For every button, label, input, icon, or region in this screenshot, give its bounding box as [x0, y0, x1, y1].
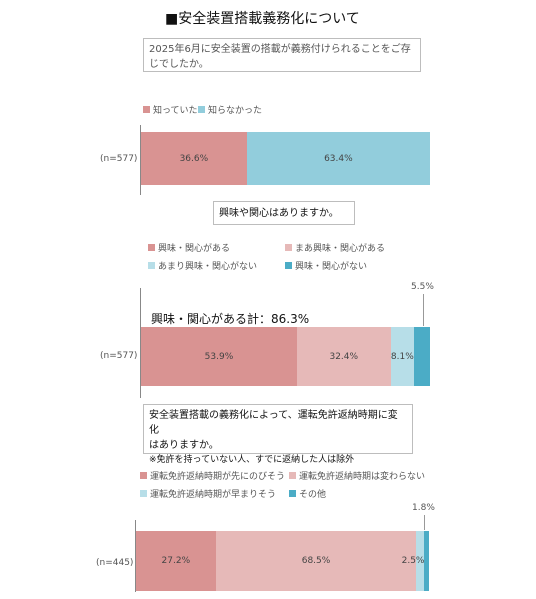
question-text-3-line2: はありますか。 [149, 440, 219, 451]
summary-label-c2: 興味・関心がある計：86.3% [151, 312, 310, 326]
bar-segment-c3-2: 2.5% [402, 531, 424, 591]
stacked-bar-1: 36.6% 63.4% [141, 132, 430, 185]
question-box-3: 安全装置搭載の義務化によって、運転免許返納時期に変化 はありますか。 ※免許を持… [143, 404, 413, 465]
outside-data-label-c3: 1.8% [412, 503, 435, 513]
legend-label: 運転免許返納時期は変わらない [299, 472, 426, 482]
legend-swatch [289, 472, 296, 479]
leader-line-c3 [424, 515, 425, 530]
page-title: ■安全装置搭載義務化について [165, 11, 360, 27]
bar-segment-c1-0: 36.6% [141, 132, 247, 185]
bar-segment-c2-3 [414, 327, 430, 386]
bar-segment-c3-3 [423, 531, 429, 591]
axis-line-1 [140, 125, 141, 195]
bar-segment-c3-1: 68.5% [215, 531, 417, 591]
axis-line-2 [140, 288, 141, 398]
legend-item-c3-2: 運転免許返納時期が早まりそう [140, 487, 276, 500]
legend-swatch [148, 262, 155, 269]
legend-item-c2-1: まあ興味・関心がある [285, 241, 385, 254]
question-text-1: 2025年6月に安全装置の搭載が義務付けられることをご存じでしたか。 [149, 44, 411, 70]
question-text-2: 興味や関心はありますか。 [219, 208, 339, 219]
legend-label: 興味・関心がない [295, 262, 368, 272]
data-label-c3-1: 68.5% [301, 556, 331, 566]
legend-item-c3-1: 運転免許返納時期は変わらない [289, 469, 425, 482]
data-label-c1-1: 63.4% [324, 153, 353, 164]
legend-item-c3-0: 運転免許返納時期が先にのびそう [140, 469, 285, 482]
bar-segment-c3-0: 27.2% [136, 531, 216, 591]
legend-swatch [289, 490, 296, 497]
stacked-bar-2: 53.9% 32.4% 8.1% [141, 327, 430, 386]
question-box-2: 興味や関心はありますか。 [213, 201, 355, 225]
outside-data-label-c2: 5.5% [411, 282, 434, 292]
legend-swatch [143, 106, 150, 113]
legend-item-c2-0: 興味・関心がある [148, 241, 230, 254]
legend-label: その他 [299, 490, 327, 500]
legend-swatch [198, 106, 205, 113]
question-text-3-line1: 安全装置搭載の義務化によって、運転免許返納時期に変化 [149, 410, 398, 436]
question-note-3: ※免許を持っていない人、すでに返納した人は除外 [149, 455, 355, 465]
legend-label: 知らなかった [208, 106, 263, 116]
data-label-c2-2: 8.1% [390, 351, 414, 362]
legend-swatch [140, 472, 147, 479]
legend-item-c1-0: 知っていた [143, 103, 198, 116]
stacked-bar-3: 27.2% 68.5% 2.5% [136, 531, 429, 591]
legend-swatch [285, 262, 292, 269]
legend-item-c1-1: 知らなかった [198, 103, 262, 116]
data-label-c2-1: 32.4% [329, 351, 359, 362]
sample-size-label-2: (n=577) [100, 351, 138, 361]
legend-item-c3-3: その他 [289, 487, 326, 500]
question-box-1: 2025年6月に安全装置の搭載が義務付けられることをご存じでしたか。 [143, 38, 421, 72]
legend-swatch [285, 244, 292, 251]
axis-line-3 [135, 520, 136, 592]
legend-label: あまり興味・関心がない [158, 262, 258, 272]
legend-item-c2-3: 興味・関心がない [285, 259, 367, 272]
legend-label: まあ興味・関心がある [295, 244, 386, 254]
legend-label: 知っていた [153, 106, 198, 116]
legend-label: 運転免許返納時期が早まりそう [150, 490, 277, 500]
legend-label: 運転免許返納時期が先にのびそう [150, 472, 286, 482]
sample-size-label-1: (n=577) [100, 154, 138, 164]
data-label-c3-2: 2.5% [401, 556, 425, 566]
bar-segment-c1-1: 63.4% [246, 132, 430, 185]
legend-swatch [148, 244, 155, 251]
data-label-c1-0: 36.6% [179, 153, 209, 164]
bar-segment-c2-0: 53.9% [141, 327, 297, 386]
data-label-c3-0: 27.2% [161, 556, 191, 566]
bar-segment-c2-1: 32.4% [296, 327, 391, 386]
leader-line-c2 [423, 294, 424, 326]
data-label-c2-0: 53.9% [204, 351, 234, 362]
legend-item-c2-2: あまり興味・関心がない [148, 259, 257, 272]
bar-segment-c2-2: 8.1% [390, 327, 415, 386]
sample-size-label-3: (n=445) [96, 558, 134, 568]
legend-swatch [140, 490, 147, 497]
legend-label: 興味・関心がある [158, 244, 231, 254]
